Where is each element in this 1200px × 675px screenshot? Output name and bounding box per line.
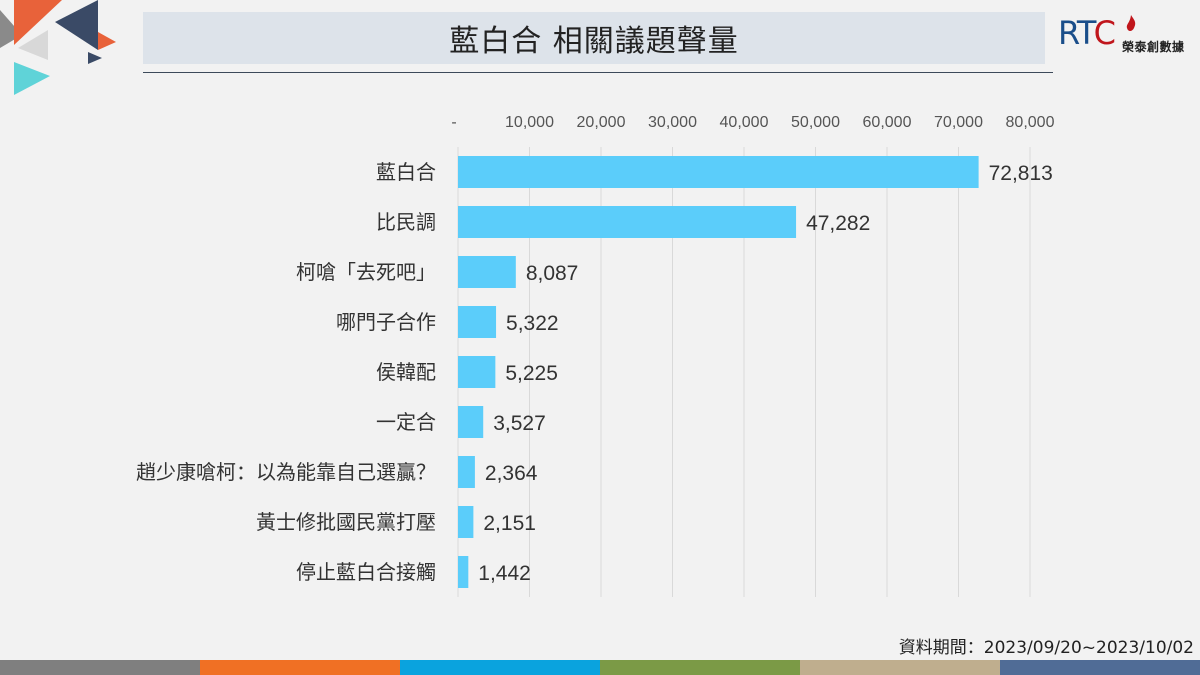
category-label: 停止藍白合接觸	[296, 560, 436, 584]
bar	[458, 506, 474, 538]
bar	[458, 256, 516, 288]
bar	[458, 456, 475, 488]
value-label: 47,282	[806, 212, 870, 235]
stripe-segment	[0, 660, 200, 675]
corner-decoration	[0, 0, 116, 95]
category-label: 侯韓配	[376, 360, 436, 384]
stripe-segment	[200, 660, 400, 675]
x-tick-label: 40,000	[720, 114, 769, 131]
bar	[458, 156, 979, 188]
bar	[458, 406, 484, 438]
value-label: 5,225	[505, 362, 558, 385]
category-label: 藍白合	[376, 160, 436, 184]
value-label: 2,364	[485, 462, 538, 485]
company-logo: RTC 榮泰創數據	[1058, 14, 1194, 64]
value-label: 2,151	[483, 512, 536, 535]
bar	[458, 206, 797, 238]
logo-company-name: 榮泰創數據	[1122, 40, 1185, 54]
value-label: 72,813	[989, 162, 1053, 185]
stripe-segment	[400, 660, 600, 675]
stripe-segment	[600, 660, 800, 675]
category-label: 黃士修批國民黨打壓	[256, 510, 436, 534]
category-label: 柯嗆「去死吧」	[296, 260, 436, 284]
logo-letter-t: T	[1076, 14, 1095, 52]
x-tick-label: 60,000	[863, 114, 912, 131]
title-divider	[143, 72, 1053, 73]
stripe-segment	[800, 660, 1000, 675]
value-label: 3,527	[493, 412, 546, 435]
x-tick-label: -	[451, 114, 456, 131]
page-title: 藍白合 相關議題聲量	[449, 24, 739, 59]
logo-mark: RTC	[1058, 14, 1116, 52]
category-label: 趙少康嗆柯：以為能靠自己選贏？	[136, 460, 436, 484]
category-label: 比民調	[376, 210, 436, 234]
x-tick-label: 30,000	[648, 114, 697, 131]
value-label: 1,442	[478, 562, 531, 585]
category-label: 一定合	[376, 410, 436, 434]
x-tick-label: 80,000	[1006, 114, 1055, 131]
date-range-note: 資料期間：2023/09/20~2023/10/02	[898, 638, 1194, 658]
bar	[458, 556, 469, 588]
x-tick-label: 70,000	[934, 114, 983, 131]
logo-letter-c: C	[1093, 14, 1116, 52]
logo-letter-r: R	[1058, 14, 1078, 52]
value-label: 5,322	[506, 312, 559, 335]
value-label: 8,087	[526, 262, 579, 285]
logo-flame-icon	[1126, 15, 1136, 31]
title-banner: 藍白合 相關議題聲量	[143, 12, 1045, 64]
category-label: 哪門子合作	[336, 310, 436, 334]
stripe-segment	[1000, 660, 1200, 675]
footer-color-stripe	[0, 660, 1200, 675]
x-tick-label: 20,000	[577, 114, 626, 131]
x-tick-label: 50,000	[791, 114, 840, 131]
x-tick-label: 10,000	[505, 114, 554, 131]
bar	[458, 306, 497, 338]
bar	[458, 356, 496, 388]
